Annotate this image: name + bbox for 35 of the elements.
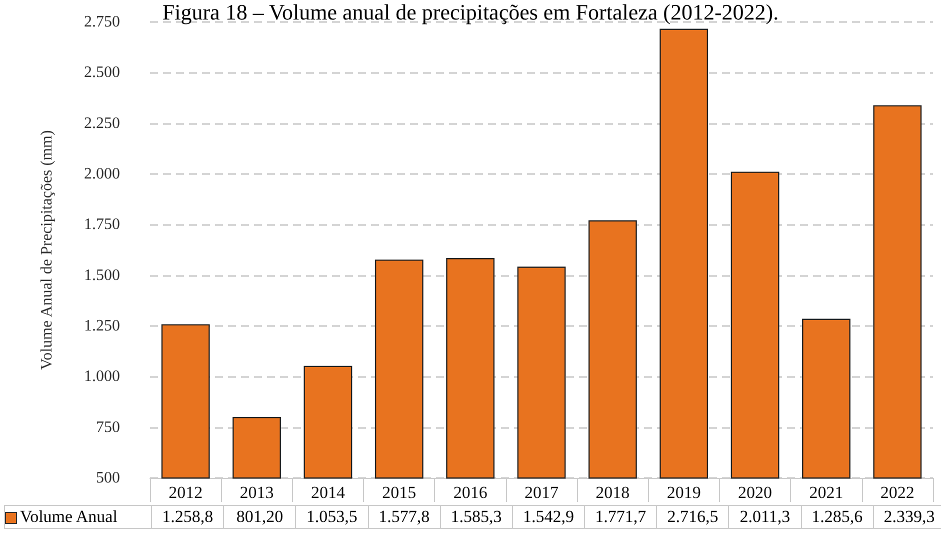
y-tick-label: 2.000 bbox=[84, 166, 120, 182]
y-tick-label: 1.250 bbox=[84, 318, 120, 334]
data-label: 1.771,7 bbox=[584, 506, 657, 528]
y-tick-label: 1.750 bbox=[84, 216, 120, 234]
data-label: 801,20 bbox=[224, 506, 296, 528]
y-tick-label: 2.750 bbox=[84, 14, 120, 30]
data-label: 1.577,8 bbox=[368, 506, 440, 528]
legend-label: Volume Anual bbox=[4, 506, 152, 528]
x-tick-label: 2021 bbox=[809, 483, 844, 502]
x-tick-label: 2020 bbox=[738, 483, 772, 502]
y-axis-title: Volume Anual de Precipitações (mm) bbox=[38, 130, 56, 370]
data-label: 1.285,6 bbox=[801, 506, 874, 528]
x-tick-label: 2014 bbox=[310, 483, 346, 502]
x-tick-label: 2016 bbox=[453, 483, 488, 502]
x-tick-label: 2017 bbox=[524, 483, 559, 502]
data-label: 1.258,8 bbox=[152, 506, 224, 528]
x-tick-label: 2018 bbox=[596, 483, 630, 502]
y-tick-label: 2.250 bbox=[84, 114, 120, 132]
x-tick-label: 2012 bbox=[168, 483, 203, 502]
chart-title: Figura 18 – Volume anual de precipitações em Fortaleza (2012-2022). bbox=[162, 0, 779, 24]
data-label: 2.716,5 bbox=[656, 506, 729, 528]
data-label: 1.542,9 bbox=[512, 506, 585, 528]
x-tick-label: 2015 bbox=[382, 483, 416, 502]
y-tick-label: 750 bbox=[96, 418, 120, 436]
x-tick-label: 2019 bbox=[666, 483, 701, 502]
y-tick-label: 1.500 bbox=[84, 266, 120, 284]
data-label: 2.011,3 bbox=[728, 506, 802, 528]
y-tick-label: 1.000 bbox=[84, 368, 120, 386]
data-label: 1.053,5 bbox=[296, 506, 368, 528]
y-tick-label: 500 bbox=[96, 470, 120, 486]
y-tick-label: 2.500 bbox=[84, 64, 120, 82]
data-label: 1.585,3 bbox=[440, 506, 512, 528]
x-tick-label: 2013 bbox=[240, 483, 274, 502]
x-tick-label: 2022 bbox=[880, 483, 914, 502]
data-label: 2.339,3 bbox=[873, 506, 941, 528]
